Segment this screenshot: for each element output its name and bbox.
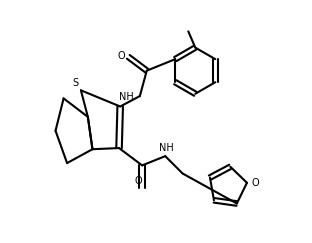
Text: NH: NH bbox=[159, 143, 174, 153]
Text: O: O bbox=[117, 51, 125, 61]
Text: NH: NH bbox=[119, 92, 134, 102]
Text: O: O bbox=[135, 176, 143, 186]
Text: S: S bbox=[72, 78, 79, 88]
Text: O: O bbox=[251, 178, 259, 188]
